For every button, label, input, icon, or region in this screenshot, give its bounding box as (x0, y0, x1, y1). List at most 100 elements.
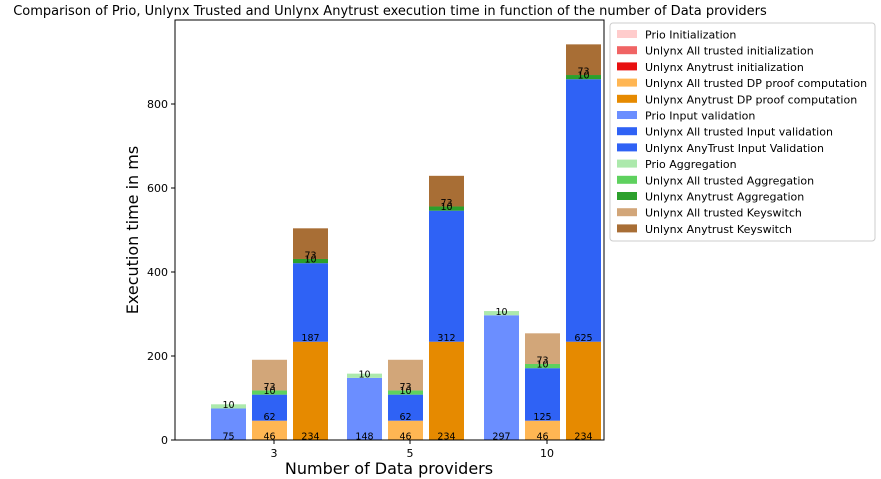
legend-swatch-unlynx-anytrust-aggregation (617, 192, 637, 200)
data-label-prio-input-validation-3: 75 (222, 432, 234, 443)
data-label-prio-aggregation-5: 10 (358, 369, 370, 380)
legend-label-unlynx-anytrust-keyswitch: Unlynx Anytrust Keyswitch (645, 223, 792, 236)
legend-frame (609, 22, 876, 242)
legend-swatch-unlynx-all-trusted-initialization (617, 46, 637, 55)
bar-segment-prio-input-validation-5 (347, 377, 382, 440)
bar-segment-unlynx-all-trusted-input-validation-3 (252, 394, 287, 421)
legend-swatch-unlynx-anytrust-initialization (617, 62, 637, 71)
legend-swatch-prio-aggregation (617, 159, 637, 168)
bar-segment-prio-input-validation-10 (484, 315, 519, 440)
bar-segment-unlynx-anytrust-aggregation-5 (429, 206, 464, 211)
data-label-unlynx-all-trusted-aggregation-3: 10 (263, 386, 275, 397)
data-label-unlynx-all-trusted-dp-proof-computation-5: 46 (399, 432, 411, 443)
data-label-unlynx-all-trusted-aggregation-10: 10 (536, 360, 548, 371)
legend-label-unlynx-all-trusted-aggregation: Unlynx All trusted Aggregation (645, 174, 814, 187)
y-tick-label: 800 (147, 98, 168, 111)
legend-label-unlynx-anytrust-input-validation: Unlynx AnyTrust Input Validation (645, 142, 824, 155)
legend-swatch-prio-input-validation (617, 111, 637, 119)
legend-label-unlynx-anytrust-initialization: Unlynx Anytrust initialization (645, 61, 804, 74)
bar-segment-unlynx-anytrust-input-validation-5 (429, 210, 464, 342)
bar-segment-unlynx-anytrust-aggregation-3 (293, 258, 328, 264)
data-label-unlynx-all-trusted-dp-proof-computation-3: 46 (263, 432, 275, 443)
plot-area-frame (174, 19, 605, 441)
bar-segment-unlynx-anytrust-keyswitch-3 (293, 228, 328, 259)
legend-swatch-unlynx-all-trusted-dp-proof-computation (617, 78, 637, 87)
data-label-unlynx-all-trusted-keyswitch-10: 73 (536, 355, 548, 366)
bar-segment-unlynx-all-trusted-dp-proof-computation-3 (252, 420, 287, 440)
data-label-unlynx-all-trusted-keyswitch-5: 73 (399, 382, 411, 393)
x-tick-label: 5 (407, 447, 414, 460)
bar-segment-unlynx-all-trusted-input-validation-5 (388, 394, 423, 421)
x-axis-label: Number of Data providers (285, 459, 493, 478)
y-tick-label: 200 (147, 350, 168, 363)
bar-segment-unlynx-anytrust-input-validation-3 (293, 263, 328, 342)
legend-swatch-unlynx-anytrust-keyswitch (617, 224, 637, 233)
data-label-prio-aggregation-10: 10 (495, 307, 507, 318)
data-label-unlynx-anytrust-aggregation-5: 10 (440, 202, 452, 213)
bar-segment-unlynx-all-trusted-aggregation-10 (525, 363, 560, 369)
y-tick-label: 600 (147, 182, 168, 195)
data-label-unlynx-anytrust-dp-proof-computation-3: 234 (301, 432, 319, 443)
bar-segment-unlynx-anytrust-dp-proof-computation-10 (566, 341, 601, 440)
y-axis-label: Execution time in ms (123, 146, 142, 314)
bar-segment-unlynx-all-trusted-dp-proof-computation-10 (525, 420, 560, 440)
legend-label-unlynx-all-trusted-initialization: Unlynx All trusted initialization (645, 45, 814, 58)
bar-segment-unlynx-all-trusted-dp-proof-computation-5 (388, 420, 423, 440)
data-label-unlynx-anytrust-input-validation-10: 625 (574, 333, 592, 344)
bar-segment-unlynx-all-trusted-input-validation-10 (525, 368, 560, 421)
legend-label-unlynx-all-trusted-dp-proof-computation: Unlynx All trusted DP proof computation (645, 77, 867, 90)
legend-swatch-unlynx-anytrust-dp-proof-computation (617, 94, 637, 103)
data-label-prio-aggregation-3: 10 (222, 400, 234, 411)
x-tick-label: 3 (271, 447, 278, 460)
bar-segment-unlynx-anytrust-dp-proof-computation-5 (429, 341, 464, 440)
bar-segment-unlynx-all-trusted-aggregation-5 (388, 390, 423, 395)
legend-swatch-unlynx-all-trusted-input-validation (617, 127, 637, 136)
bar-segment-prio-aggregation-10 (484, 311, 519, 316)
data-label-unlynx-anytrust-aggregation-3: 10 (304, 255, 316, 266)
data-label-unlynx-anytrust-dp-proof-computation-10: 234 (574, 432, 592, 443)
bar-segment-unlynx-all-trusted-keyswitch-3 (252, 359, 287, 391)
data-label-unlynx-all-trusted-input-validation-5: 62 (399, 412, 411, 423)
bar-segment-unlynx-anytrust-keyswitch-10 (566, 44, 601, 76)
data-label-unlynx-anytrust-input-validation-3: 187 (301, 333, 319, 344)
legend-swatch-prio-initialization (617, 30, 637, 38)
data-label-prio-input-validation-5: 148 (355, 432, 373, 443)
data-label-unlynx-anytrust-dp-proof-computation-5: 234 (437, 432, 455, 443)
data-label-unlynx-anytrust-input-validation-5: 312 (437, 333, 455, 344)
legend-label-prio-input-validation: Prio Input validation (645, 110, 755, 123)
bar-segment-unlynx-anytrust-aggregation-10 (566, 75, 601, 80)
legend-swatch-unlynx-all-trusted-aggregation (617, 175, 637, 184)
data-label-unlynx-anytrust-aggregation-10: 10 (577, 71, 589, 82)
bar-segment-unlynx-all-trusted-keyswitch-10 (525, 333, 560, 364)
data-label-unlynx-all-trusted-dp-proof-computation-10: 46 (536, 432, 548, 443)
bar-segment-prio-input-validation-3 (211, 408, 246, 440)
data-labels-layer: 7510466210732341871073148104662107323431… (222, 67, 592, 443)
legend-label-unlynx-all-trusted-keyswitch: Unlynx All trusted Keyswitch (645, 207, 802, 220)
x-tick-label: 10 (540, 447, 554, 460)
y-tick-label: 0 (161, 434, 168, 447)
legend-label-unlynx-all-trusted-input-validation: Unlynx All trusted Input validation (645, 126, 833, 139)
legend-label-prio-initialization: Prio Initialization (645, 29, 736, 42)
bar-segment-unlynx-all-trusted-keyswitch-5 (388, 359, 423, 391)
y-axis: 0 200 400 600 800 (147, 98, 175, 447)
legend-label-unlynx-anytrust-dp-proof-computation: Unlynx Anytrust DP proof computation (645, 93, 857, 106)
data-label-unlynx-all-trusted-input-validation-10: 125 (533, 412, 551, 423)
legend-label-prio-aggregation: Prio Aggregation (645, 158, 737, 171)
bar-segment-prio-aggregation-5 (347, 373, 382, 378)
data-label-unlynx-anytrust-keyswitch-10: 73 (577, 67, 589, 78)
x-axis: 3 5 10 (271, 440, 554, 460)
data-label-unlynx-anytrust-keyswitch-5: 73 (440, 198, 452, 209)
bar-segment-unlynx-anytrust-keyswitch-5 (429, 175, 464, 207)
bar-segment-unlynx-anytrust-input-validation-10 (566, 79, 601, 342)
bar-segment-unlynx-anytrust-dp-proof-computation-3 (293, 341, 328, 440)
legend: Prio Initialization Unlynx All trusted in… (609, 22, 876, 242)
data-label-unlynx-anytrust-keyswitch-3: 73 (304, 250, 316, 261)
data-label-unlynx-all-trusted-input-validation-3: 62 (263, 412, 275, 423)
bars-layer (211, 44, 601, 440)
data-label-unlynx-all-trusted-aggregation-5: 10 (399, 386, 411, 397)
data-label-unlynx-all-trusted-keyswitch-3: 73 (263, 382, 275, 393)
data-label-prio-input-validation-10: 297 (492, 432, 510, 443)
bar-segment-prio-aggregation-3 (211, 404, 246, 409)
legend-swatch-unlynx-all-trusted-keyswitch (617, 208, 637, 217)
